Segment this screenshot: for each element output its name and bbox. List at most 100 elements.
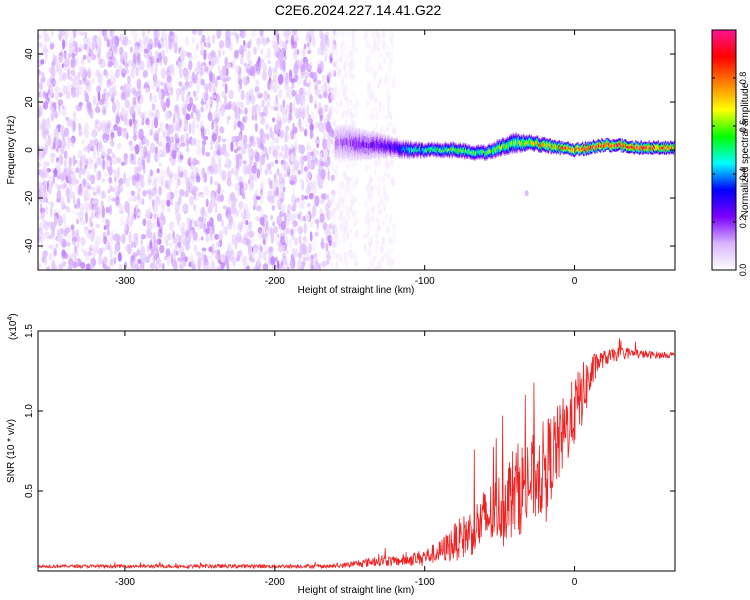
noise-cell — [151, 85, 156, 90]
noise-cell — [111, 38, 116, 43]
noise-cell — [38, 162, 41, 168]
noise-cell — [193, 204, 196, 211]
noise-cell — [178, 68, 182, 74]
noise-cell — [239, 44, 245, 56]
noise-cell — [40, 123, 46, 130]
noise-cell — [147, 43, 153, 50]
noise-cell — [49, 180, 53, 191]
streak-cell — [376, 69, 379, 74]
noise-cell — [264, 37, 268, 46]
noise-cell — [313, 149, 319, 158]
noise-cell — [314, 195, 320, 207]
noise-cell — [193, 194, 200, 201]
noise-cell — [67, 132, 71, 142]
streak-cell — [368, 83, 371, 92]
noise-cell — [66, 68, 71, 81]
streak-cell — [334, 169, 338, 177]
noise-cell — [106, 148, 113, 155]
noise-cell — [80, 236, 86, 246]
noise-cell — [203, 65, 209, 74]
streak-cell — [365, 101, 370, 107]
noise-cell — [327, 250, 331, 260]
noise-cell — [174, 187, 178, 197]
noise-cell — [245, 220, 249, 225]
noise-cell — [271, 131, 275, 141]
noise-cell — [74, 204, 77, 209]
noise-cell — [80, 105, 83, 111]
noise-cell — [220, 110, 225, 117]
streak-cell — [385, 72, 388, 82]
streak-cell — [331, 191, 335, 199]
noise-cell — [135, 101, 140, 113]
noise-cell — [94, 204, 100, 216]
noise-cell — [63, 52, 67, 60]
noise-cell — [38, 52, 41, 59]
streak-cell — [378, 78, 382, 84]
noise-cell — [226, 76, 231, 82]
noise-cell — [287, 30, 291, 36]
noise-cell — [276, 260, 280, 270]
noise-cell — [253, 205, 256, 210]
noise-cell — [149, 244, 153, 250]
streak-cell — [336, 89, 341, 97]
noise-cell — [291, 248, 295, 255]
noise-cell — [54, 109, 58, 118]
noise-cell — [216, 265, 220, 270]
streak-cell — [337, 204, 340, 211]
streak-cell — [369, 251, 372, 261]
streak-cell — [374, 244, 379, 250]
noise-cell — [320, 237, 325, 250]
noise-cell — [197, 30, 203, 36]
noise-cell — [272, 69, 278, 79]
noise-cell — [160, 67, 166, 79]
noise-cell — [185, 136, 190, 148]
noise-cell — [151, 102, 156, 110]
noise-cell — [240, 212, 244, 218]
noise-cell — [240, 54, 245, 63]
noise-cell — [327, 169, 331, 181]
noise-cell — [253, 46, 257, 55]
noise-cell — [133, 30, 138, 42]
noise-cell — [68, 257, 74, 270]
noise-cell — [315, 89, 320, 97]
noise-cell — [101, 190, 107, 200]
noise-cell — [292, 30, 297, 36]
noise-cell — [119, 33, 125, 39]
noise-cell — [118, 65, 123, 72]
noise-cell — [211, 224, 215, 235]
noise-cell — [196, 82, 200, 94]
noise-cell — [114, 241, 121, 252]
noise-cell — [42, 101, 49, 110]
noise-cell — [256, 168, 260, 179]
noise-cell — [142, 189, 147, 197]
streak-cell — [376, 111, 379, 117]
noise-cell — [222, 77, 228, 83]
streak-cell — [341, 223, 346, 233]
noise-cell — [208, 246, 213, 253]
noise-cell — [124, 69, 130, 74]
noise-cell — [181, 93, 185, 102]
noise-cell — [260, 245, 263, 253]
noise-cell — [197, 256, 202, 268]
streak-cell — [369, 95, 373, 103]
noise-cell — [95, 223, 101, 229]
noise-cell — [244, 257, 248, 267]
noise-cell — [62, 72, 67, 81]
noise-cell — [42, 218, 46, 230]
noise-cell — [41, 197, 45, 203]
noise-cell — [47, 200, 54, 206]
noise-cell — [157, 141, 163, 147]
noise-cell — [205, 86, 208, 95]
noise-cell — [295, 36, 299, 41]
noise-cell — [252, 232, 256, 243]
noise-cell — [215, 57, 220, 64]
noise-cell — [310, 111, 315, 120]
streak-cell — [344, 220, 349, 226]
noise-cell — [40, 212, 43, 219]
noise-cell — [159, 81, 165, 86]
noise-cell — [281, 244, 286, 253]
noise-cell — [158, 238, 162, 245]
noise-cell — [256, 43, 260, 51]
noise-cell — [321, 84, 326, 93]
streak-cell — [375, 123, 378, 130]
